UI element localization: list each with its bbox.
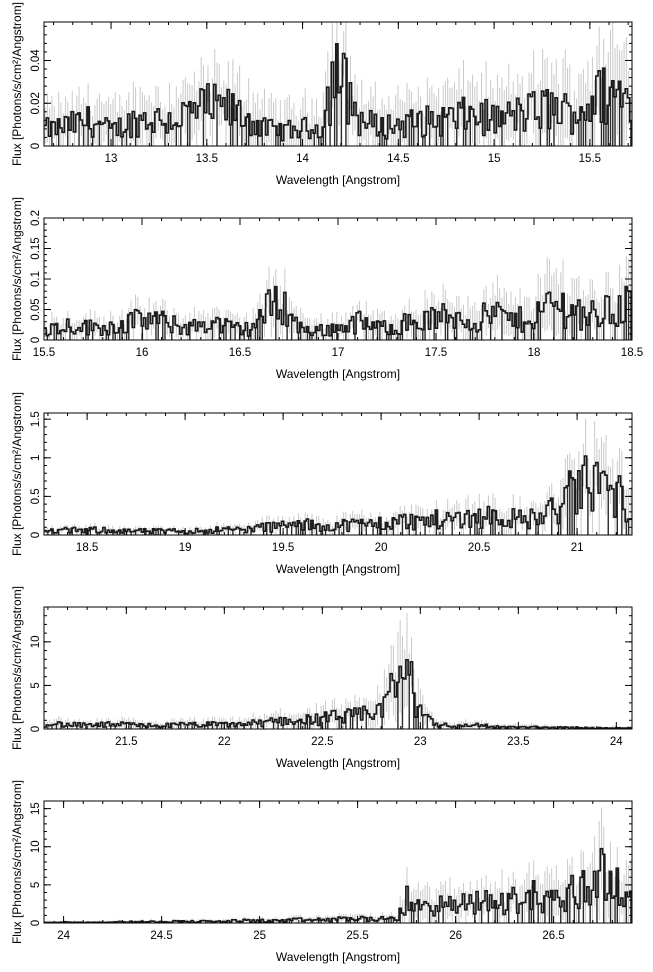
plot-frame bbox=[43, 21, 633, 147]
flux-step-line bbox=[44, 285, 632, 337]
y-tick-label: 0.2 bbox=[30, 210, 42, 226]
flux-step-line bbox=[44, 659, 632, 729]
x-tick-label: 13 bbox=[105, 153, 118, 165]
y-tick-label: 0.5 bbox=[30, 488, 42, 504]
x-axis-label: Wavelength [Angstrom] bbox=[276, 173, 400, 187]
x-tick-label: 26 bbox=[449, 930, 462, 942]
x-tick-label: 15.5 bbox=[579, 153, 601, 165]
x-tick-label: 22 bbox=[218, 736, 231, 748]
y-tick-label: 5 bbox=[30, 882, 42, 888]
y-axis-label: Flux [Photons/s/cm²/Angstrom] bbox=[10, 197, 24, 361]
flux-step-line bbox=[44, 42, 632, 142]
data-layer bbox=[44, 613, 632, 729]
x-tick-label: 22.5 bbox=[311, 736, 333, 748]
plot-frame bbox=[43, 412, 633, 536]
y-tick-label: 1 bbox=[30, 455, 42, 461]
x-tick-label: 16 bbox=[136, 347, 149, 359]
y-tick-label: 15 bbox=[30, 802, 42, 815]
x-tick-label: 14.5 bbox=[387, 153, 409, 165]
y-tick-label: 10 bbox=[30, 635, 42, 648]
x-tick-label: 18.5 bbox=[621, 347, 643, 359]
x-tick-label: 17 bbox=[332, 347, 345, 359]
x-tick-label: 15 bbox=[488, 153, 501, 165]
x-axis-label: Wavelength [Angstrom] bbox=[276, 562, 400, 576]
x-tick-label: 24 bbox=[57, 930, 70, 942]
spectrum-panel-2: 15.5 16 16.5 17 17.5 18 18.5 0 0.05 0.1 0.15 0.2 Wav… bbox=[10, 197, 643, 381]
x-tick-label: 20.5 bbox=[468, 542, 490, 554]
y-axis-label: Flux [Photons/s/cm²/Angstrom] bbox=[10, 586, 24, 750]
plot-frame bbox=[43, 606, 633, 730]
y-tick-label: 0.15 bbox=[30, 237, 42, 259]
data-layer bbox=[44, 22, 632, 146]
x-tick-label: 23 bbox=[414, 736, 427, 748]
y-tick-label: 10 bbox=[30, 840, 42, 853]
flux-step-line bbox=[44, 847, 632, 923]
y-tick-label: 0 bbox=[30, 337, 42, 343]
y-tick-label: 5 bbox=[30, 682, 42, 688]
x-tick-label: 25.5 bbox=[346, 930, 368, 942]
y-tick-label: 0 bbox=[30, 143, 42, 149]
y-tick-label: 0 bbox=[30, 920, 42, 926]
flux-step-line bbox=[44, 455, 632, 535]
data-layer bbox=[44, 807, 632, 923]
x-tick-label: 17.5 bbox=[425, 347, 447, 359]
x-tick-label: 13.5 bbox=[196, 153, 218, 165]
data-layer bbox=[44, 243, 632, 340]
y-tick-label: 0 bbox=[30, 532, 42, 538]
spectrum-panel-3: 18.5 19 19.5 20 20.5 21 0 0.5 1 1.5 Wavelength [An… bbox=[10, 392, 633, 576]
x-tick-label: 26.5 bbox=[542, 930, 564, 942]
x-tick-label: 24.5 bbox=[150, 930, 172, 942]
y-axis-label: Flux [Photons/s/cm²/Angstrom] bbox=[10, 2, 24, 166]
y-axis-label: Flux [Photons/s/cm²/Angstrom] bbox=[10, 780, 24, 944]
x-axis-label: Wavelength [Angstrom] bbox=[276, 950, 400, 964]
x-tick-label: 19 bbox=[179, 542, 192, 554]
x-axis-label: Wavelength [Angstrom] bbox=[276, 756, 400, 770]
y-tick-label: 0 bbox=[30, 726, 42, 732]
y-tick-label: 0.05 bbox=[30, 298, 42, 320]
x-tick-label: 16.5 bbox=[229, 347, 251, 359]
x-tick-label: 18 bbox=[528, 347, 541, 359]
data-layer bbox=[44, 418, 632, 535]
spectrum-panel-5: 24 24.5 25 25.5 26 26.5 0 5 10 15 Wavelength [Angs… bbox=[10, 780, 633, 964]
y-axis-label: Flux [Photons/s/cm²/Angstrom] bbox=[10, 392, 24, 556]
x-tick-label: 25 bbox=[253, 930, 266, 942]
y-tick-label: 0.1 bbox=[30, 271, 42, 287]
x-tick-label: 14 bbox=[296, 153, 309, 165]
spectrum-panel-4: 21.5 22 22.5 23 23.5 24 0 5 10 Wavelength [Angstr… bbox=[10, 586, 633, 770]
y-tick-label: 0.04 bbox=[30, 49, 42, 72]
x-tick-label: 21 bbox=[571, 542, 584, 554]
x-tick-label: 23.5 bbox=[507, 736, 529, 748]
spectrum-panel-1: 13 13.5 14 14.5 15 15.5 0 0.02 0.04 Wavelength [A… bbox=[10, 2, 633, 187]
x-tick-label: 18.5 bbox=[76, 542, 98, 554]
x-axis-label: Wavelength [Angstrom] bbox=[276, 367, 400, 381]
x-tick-label: 21.5 bbox=[115, 736, 137, 748]
x-tick-label: 19.5 bbox=[272, 542, 294, 554]
x-tick-label: 20 bbox=[375, 542, 388, 554]
x-tick-label: 24 bbox=[610, 736, 623, 748]
y-tick-label: 0.02 bbox=[30, 92, 42, 114]
x-tick-label: 15.5 bbox=[33, 347, 55, 359]
y-tick-label: 1.5 bbox=[30, 411, 42, 427]
